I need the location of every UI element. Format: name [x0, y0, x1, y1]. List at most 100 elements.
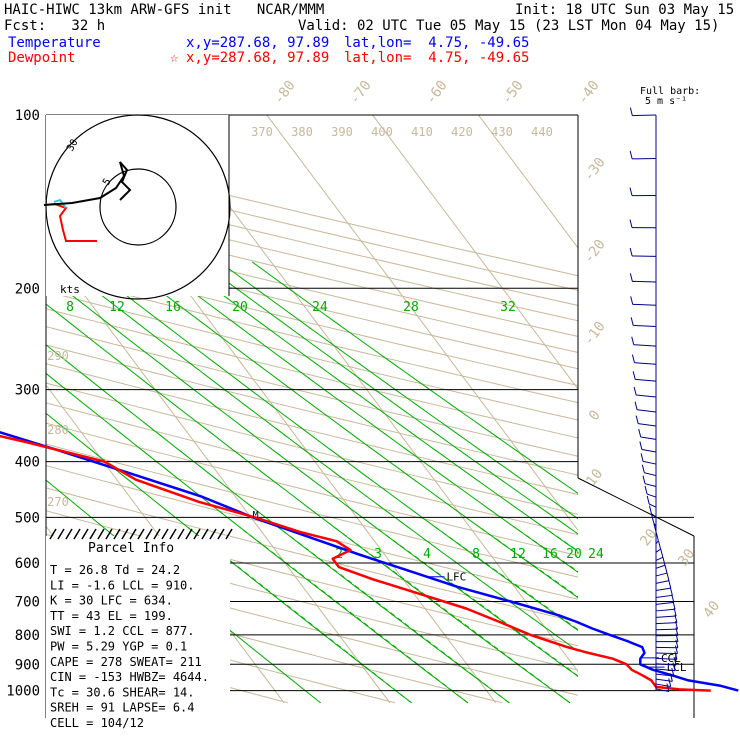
wind-barb [655, 678, 673, 682]
wind-barb-flag [629, 187, 633, 196]
parcel-panel-hatch [201, 528, 209, 540]
parcel-info-row: TT = 43 EL = 199. [50, 609, 173, 623]
isotherm-line [477, 115, 578, 249]
pressure-tick-label: 500 [15, 510, 40, 526]
wind-barb [655, 587, 671, 592]
wind-barb-flag [646, 495, 650, 505]
dewpoint-legend-latlon: lat,lon= 4.75, -49.65 [344, 50, 530, 66]
wind-barb [655, 556, 664, 561]
hodograph-upper-trace [43, 161, 132, 206]
parcel-panel-hatch [209, 528, 217, 540]
pressure-tick-label: 100 [15, 108, 40, 124]
dry-adiabat-line [46, 487, 578, 623]
mixing-ratio-label: 16 [165, 300, 181, 315]
wind-barb-flag [629, 273, 633, 282]
mixing-ratio-line [375, 526, 578, 677]
wind-barb-flag [629, 150, 633, 159]
theta-side-label: 290 [47, 349, 69, 363]
moist-adiabat-line [251, 261, 578, 494]
moist-adiabat-line [46, 344, 510, 704]
parcel-panel-hatch [185, 528, 193, 540]
isotherm-tick-label: 10 [583, 466, 606, 489]
theta-tick-label: 440 [531, 125, 553, 139]
dry-adiabat-line [46, 257, 578, 387]
dry-adiabat-line [46, 558, 578, 696]
wind-barb-flag [675, 621, 679, 630]
parcel-info-row: PW = 5.29 YGP = 0.1 [50, 640, 187, 654]
mixing-ratio-line [239, 526, 469, 704]
isotherm-tick-label: 20 [637, 526, 660, 549]
wind-barb-flag [630, 317, 634, 326]
wind-barb [633, 344, 657, 347]
wind-barb [637, 409, 657, 413]
parcel-panel-hatch [65, 528, 73, 540]
isotherm-line [266, 115, 578, 532]
wind-barb-flag [631, 336, 635, 345]
wind-barb-flag [631, 354, 635, 363]
plot-right-border-slant [577, 477, 695, 537]
wind-barb-flag [658, 540, 662, 550]
mixing-ratio-line [277, 526, 510, 704]
wind-barb-flag [629, 107, 633, 116]
dry-adiabat-line [46, 609, 396, 704]
dry-adiabat-line [46, 224, 578, 353]
isotherm-tick-label: -30 [581, 155, 609, 185]
dry-adiabat-line [46, 465, 578, 600]
wind-barb-flag [666, 683, 670, 692]
parcel-panel-hatch [73, 528, 81, 540]
wind-barb-flag [675, 639, 679, 648]
parcel-info-row: SWI = 1.2 CCL = 877. [50, 624, 195, 638]
parcel-panel-hatch [177, 528, 185, 540]
dry-adiabat-line [46, 273, 578, 404]
wind-barb-flag [639, 441, 643, 450]
wind-barb-flag [675, 633, 679, 642]
moist-adiabat-line [152, 261, 578, 573]
wind-barb-flag [675, 627, 679, 636]
wind-barb [655, 688, 670, 693]
parcel-info-row: SREH = 91 LAPSE= 6.4 [50, 701, 195, 715]
wind-barb-flag [672, 662, 676, 671]
parcel-panel-hatch [145, 528, 153, 540]
parcel-panel-hatch [153, 528, 161, 540]
theta-tick-label: 390 [331, 125, 353, 139]
isotherm-tick-label: -60 [423, 78, 451, 108]
dry-adiabat-line [46, 422, 578, 557]
hodograph-units-label: kts [60, 283, 80, 296]
isotherm-tick-label: -10 [581, 319, 609, 349]
mixing-ratio-line [514, 526, 578, 573]
parcel-panel-hatch [225, 528, 233, 540]
wind-barb [633, 324, 657, 327]
parcel-panel-hatch [97, 528, 105, 540]
mixing-ratio-label: 12 [109, 300, 125, 315]
pressure-tick-label: 200 [15, 281, 40, 297]
temperature-profile-line [0, 431, 739, 692]
parcel-info-background [46, 536, 230, 718]
wind-barb-flag [638, 428, 642, 438]
parcel-info-title: Parcel Info [88, 541, 174, 556]
parcel-panel-hatch [105, 528, 113, 540]
mixing-ratio-label: 12 [510, 547, 526, 562]
wind-barb-flag [674, 651, 678, 660]
wind-barb [651, 513, 657, 518]
barb-legend-title: Full barb: [640, 86, 700, 97]
parcel-panel-hatch [89, 528, 97, 540]
moist-adiabat-line [82, 261, 578, 632]
parcel-panel-hatch [57, 528, 65, 540]
hodograph-outer-ring [45, 114, 231, 300]
mixing-ratio-line [333, 526, 571, 704]
pressure-tick-label: 400 [15, 455, 40, 471]
wind-barb [632, 114, 657, 117]
isotherm-tick-label: -80 [271, 78, 299, 108]
mixing-ratio-label: 20 [566, 547, 582, 562]
wind-barb-flag [660, 549, 664, 558]
wind-barb [655, 615, 677, 618]
init-time: Init: 18 UTC Sun 03 May 15 [515, 2, 735, 18]
mixing-ratio-label: 24 [312, 300, 328, 315]
wind-barb [641, 448, 657, 453]
wind-barb-flag [674, 614, 678, 623]
hodograph-mid-level-trace [53, 198, 67, 209]
level-marker-label: LFC [446, 571, 466, 584]
parcel-panel-hatch [193, 528, 201, 540]
parcel-panel-hatch [81, 528, 89, 540]
